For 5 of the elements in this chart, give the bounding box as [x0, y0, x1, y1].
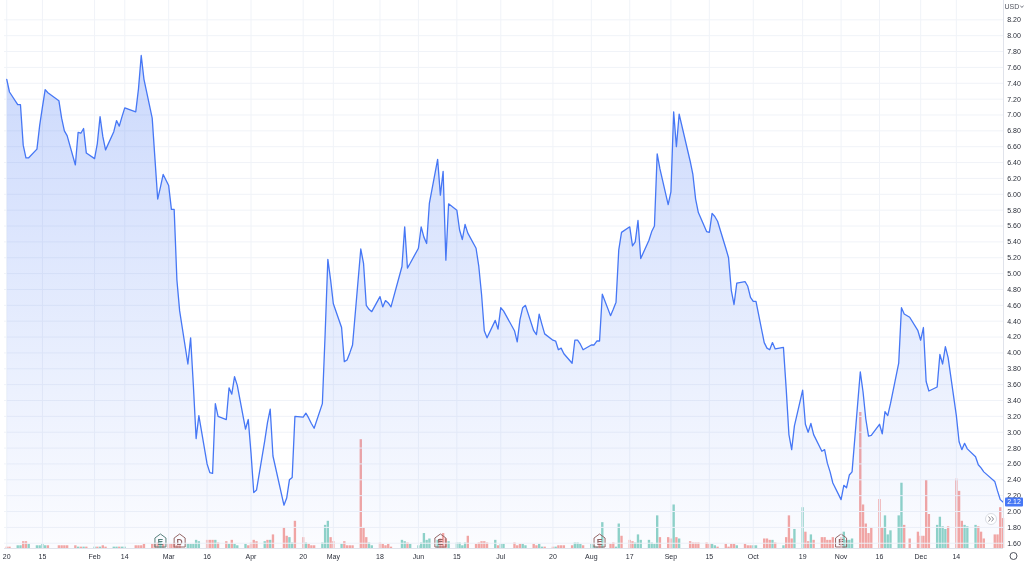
annotation: E — [838, 537, 845, 548]
annotation: E — [437, 537, 444, 548]
annotation: E — [596, 537, 603, 548]
annotation: D — [176, 537, 183, 548]
annotation: E — [157, 537, 164, 548]
